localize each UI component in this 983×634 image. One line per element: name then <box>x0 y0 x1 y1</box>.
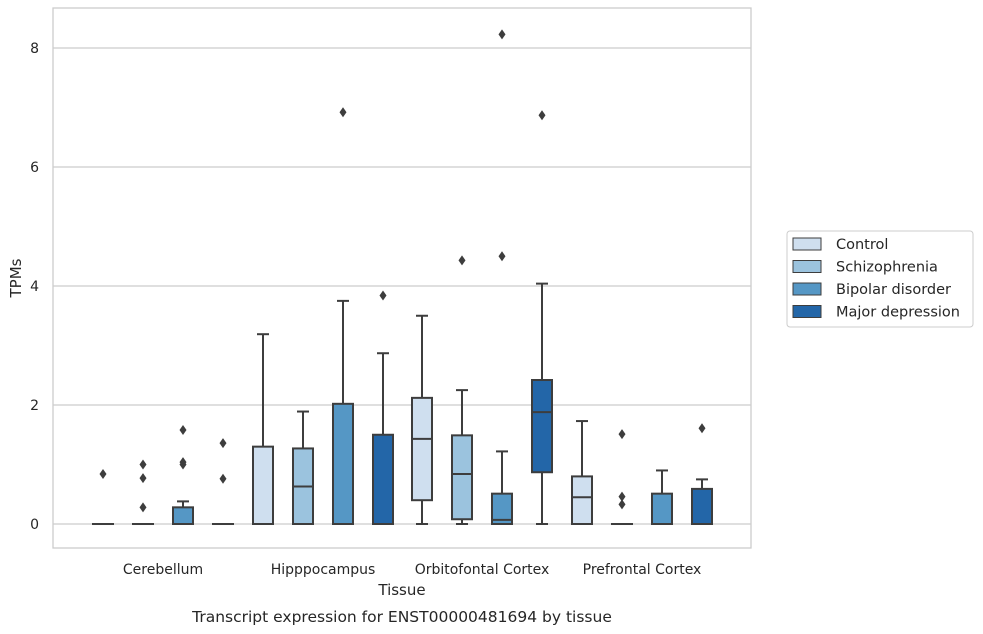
outlier-point <box>219 438 227 449</box>
box-control <box>252 333 274 525</box>
box-iqr <box>252 445 274 525</box>
legend-swatch <box>792 237 822 251</box>
box-iqr <box>491 492 513 525</box>
outlier-point <box>139 473 147 484</box>
y-tick-label: 8 <box>30 41 39 57</box>
outlier-point <box>139 459 147 470</box>
outlier-point <box>379 290 387 301</box>
y-tick-label: 2 <box>30 398 39 414</box>
plot-frame <box>52 7 752 549</box>
box-iqr <box>411 396 433 502</box>
box-iqr <box>172 506 194 525</box>
outlier-point <box>698 423 706 434</box>
x-tick-label: Prefrontal Cortex <box>583 562 702 578</box>
box-major-depression <box>691 423 713 525</box>
box-bipolar-disorder <box>491 29 513 525</box>
box-bipolar-disorder <box>651 469 673 525</box>
box-major-depression <box>531 110 553 525</box>
legend-label: Bipolar disorder <box>836 282 951 298</box>
legend-label: Major depression <box>836 305 960 321</box>
box-iqr <box>531 379 553 474</box>
box-bipolar-disorder <box>332 107 354 525</box>
x-tick-label: Cerebellum <box>123 562 203 578</box>
box-schizophrenia <box>451 255 473 525</box>
x-tick-label: Orbitofontal Cortex <box>415 562 550 578</box>
legend-frame <box>786 230 974 328</box>
box-groups <box>92 29 713 526</box>
legend-swatch <box>792 260 822 273</box>
legend-item: Control <box>792 237 888 253</box>
outlier-point <box>219 473 227 484</box>
legend-item: Schizophrenia <box>792 260 938 276</box>
box-iqr <box>571 475 593 525</box>
outlier-point <box>139 502 147 513</box>
chart-caption: Transcript expression for ENST0000048169… <box>191 608 612 626</box>
outlier-point <box>618 499 626 510</box>
legend-item: Major depression <box>792 305 960 321</box>
legend-label: Control <box>836 237 888 253</box>
outlier-point <box>179 457 187 468</box>
legend-item: Bipolar disorder <box>792 282 951 298</box>
box-schizophrenia <box>611 429 633 526</box>
outlier-point <box>618 429 626 440</box>
outlier-point <box>179 424 187 435</box>
box-control <box>571 420 593 525</box>
outlier-point <box>458 255 466 266</box>
box-major-depression <box>372 290 394 525</box>
legend-swatch <box>792 282 822 296</box>
legend: Control Schizophrenia Bipolar disorder Majo… <box>786 230 974 328</box>
box-iqr <box>332 402 354 525</box>
box-iqr <box>691 487 713 525</box>
grid-lines <box>53 47 751 525</box>
y-tick-label: 4 <box>30 279 39 295</box>
outlier-point <box>339 107 347 118</box>
outlier-point <box>618 491 626 502</box>
outlier-point <box>498 251 506 262</box>
y-axis-label: TPMs <box>7 258 25 298</box>
box-control <box>92 469 114 526</box>
box-iqr <box>451 434 473 521</box>
box-iqr <box>372 433 394 525</box>
box-major-depression <box>212 438 234 526</box>
legend-swatch <box>792 305 822 318</box>
y-tick-label: 6 <box>30 160 39 176</box>
outlier-point <box>538 110 546 121</box>
outlier-point <box>99 469 107 480</box>
y-tick-label: 0 <box>30 517 39 533</box>
y-axis-ticks: 0 2 4 6 8 <box>30 41 39 533</box>
outlier-point <box>498 29 506 40</box>
box-control <box>411 314 433 525</box>
x-axis-label: Tissue <box>377 581 425 599</box>
legend-label: Schizophrenia <box>836 260 938 276</box>
x-axis-ticks: Cerebellum Hipppocampus Orbitofontal Corte… <box>123 562 701 578</box>
box-schizophrenia <box>292 410 314 525</box>
box-schizophrenia <box>132 459 154 526</box>
box-bipolar-disorder <box>172 424 194 525</box>
box-iqr <box>651 492 673 525</box>
x-tick-label: Hipppocampus <box>271 562 376 578</box>
